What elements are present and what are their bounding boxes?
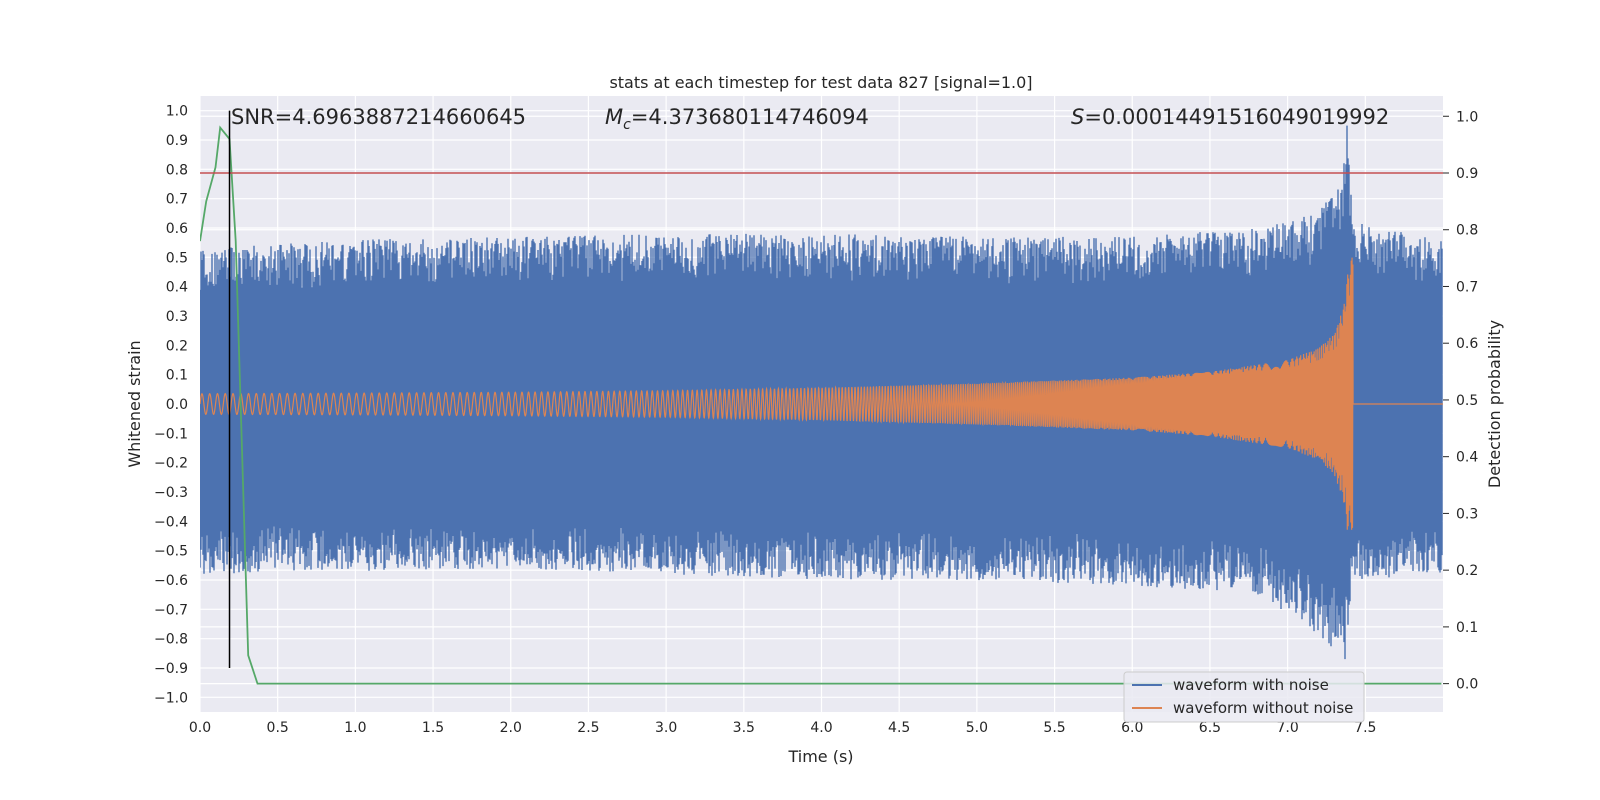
- y-tick-label: −1.0: [154, 690, 188, 706]
- y2-tick-label: 0.0: [1456, 677, 1478, 693]
- y-tick-label: −0.5: [154, 544, 188, 560]
- chart-title: stats at each timestep for test data 827…: [609, 73, 1032, 92]
- legend-label-noise: waveform with noise: [1173, 676, 1329, 694]
- series-detection-probability: [200, 125, 1442, 685]
- chirp-mass-symbol: M: [605, 105, 623, 129]
- x-tick-label: 4.0: [810, 720, 832, 736]
- y2-tick-label: 0.4: [1456, 450, 1478, 466]
- x-tick-label: 0.5: [267, 720, 289, 736]
- series-layer: [200, 110, 1443, 685]
- y-tick-label: 0.4: [166, 280, 188, 296]
- tick-layer: 0.0 0.5 1.0 1.5 2.0 2.5 3.0 3.5 4.0 4.5 5.0 5.5 6.0 6…: [154, 104, 1478, 736]
- x-tick-label: 1.5: [422, 720, 444, 736]
- y2-tick-label: 0.9: [1456, 166, 1478, 182]
- x-tick-label: 7.0: [1276, 720, 1298, 736]
- legend-box: [1123, 671, 1365, 723]
- y-tick-label: 1.0: [166, 104, 188, 120]
- y2-tick-label: 0.7: [1456, 279, 1478, 295]
- y-tick-label: −0.6: [154, 573, 188, 589]
- y2-tick-label: 0.1: [1456, 620, 1478, 636]
- x-tick-label: 2.5: [577, 720, 599, 736]
- y2-tick-label: 0.2: [1456, 563, 1478, 579]
- x-tick-label: 6.5: [1199, 720, 1221, 736]
- x-tick-label: 7.5: [1354, 720, 1376, 736]
- series-waveform-without-noise: [200, 257, 1443, 530]
- legend: waveform with noise waveform without noi…: [1123, 671, 1365, 723]
- chirp-mass-value: =4.373680114746094: [631, 105, 869, 129]
- y-tick-label: 0.1: [166, 368, 188, 384]
- y-tick-label: 0.9: [166, 133, 188, 149]
- y2-tick-label: 0.3: [1456, 506, 1478, 522]
- y2-axis-label: Detection probability: [1485, 320, 1504, 488]
- chirp-mass-subscript: c: [623, 117, 631, 133]
- x-tick-label: 2.0: [500, 720, 522, 736]
- y-tick-label: 0.8: [166, 162, 188, 178]
- y-tick-label: −0.9: [154, 661, 188, 677]
- s-symbol: S: [1071, 105, 1084, 129]
- x-tick-label: 5.5: [1043, 720, 1065, 736]
- legend-label-clean: waveform without noise: [1173, 699, 1353, 717]
- x-tick-label: 6.0: [1121, 720, 1143, 736]
- y-tick-label: 0.0: [166, 397, 188, 413]
- y-tick-label: −0.2: [154, 456, 188, 472]
- snr-annotation: SNR=4.6963887214660645: [231, 105, 526, 129]
- x-tick-label: 3.0: [655, 720, 677, 736]
- s-value: =0.00014491516049019992: [1084, 105, 1389, 129]
- y-tick-label: 0.3: [166, 309, 188, 325]
- y-tick-label: −0.1: [154, 426, 188, 442]
- s-annotation: S=0.00014491516049019992: [1071, 105, 1389, 129]
- y-axis-label: Whitened strain: [125, 340, 144, 467]
- y2-tick-label: 0.6: [1456, 336, 1478, 352]
- x-axis-label: Time (s): [787, 747, 853, 766]
- y-tick-label: −0.7: [154, 602, 188, 618]
- x-tick-label: 3.5: [733, 720, 755, 736]
- y-tick-label: −0.3: [154, 485, 188, 501]
- y-tick-label: −0.4: [154, 514, 188, 530]
- x-tick-label: 5.0: [966, 720, 988, 736]
- x-tick-label: 1.0: [344, 720, 366, 736]
- y2-tick-label: 1.0: [1456, 109, 1478, 125]
- x-tick-label: 4.5: [888, 720, 910, 736]
- chirp-mass-annotation: Mc=4.373680114746094: [605, 105, 869, 133]
- y-tick-label: 0.7: [166, 192, 188, 208]
- y2-tick-label: 0.5: [1456, 393, 1478, 409]
- y-tick-label: 0.5: [166, 250, 188, 266]
- y2-tick-label: 0.8: [1456, 223, 1478, 239]
- y-tick-label: 0.6: [166, 221, 188, 237]
- y-tick-label: −0.8: [154, 632, 188, 648]
- x-tick-label: 0.0: [189, 720, 211, 736]
- y-tick-label: 0.2: [166, 338, 188, 354]
